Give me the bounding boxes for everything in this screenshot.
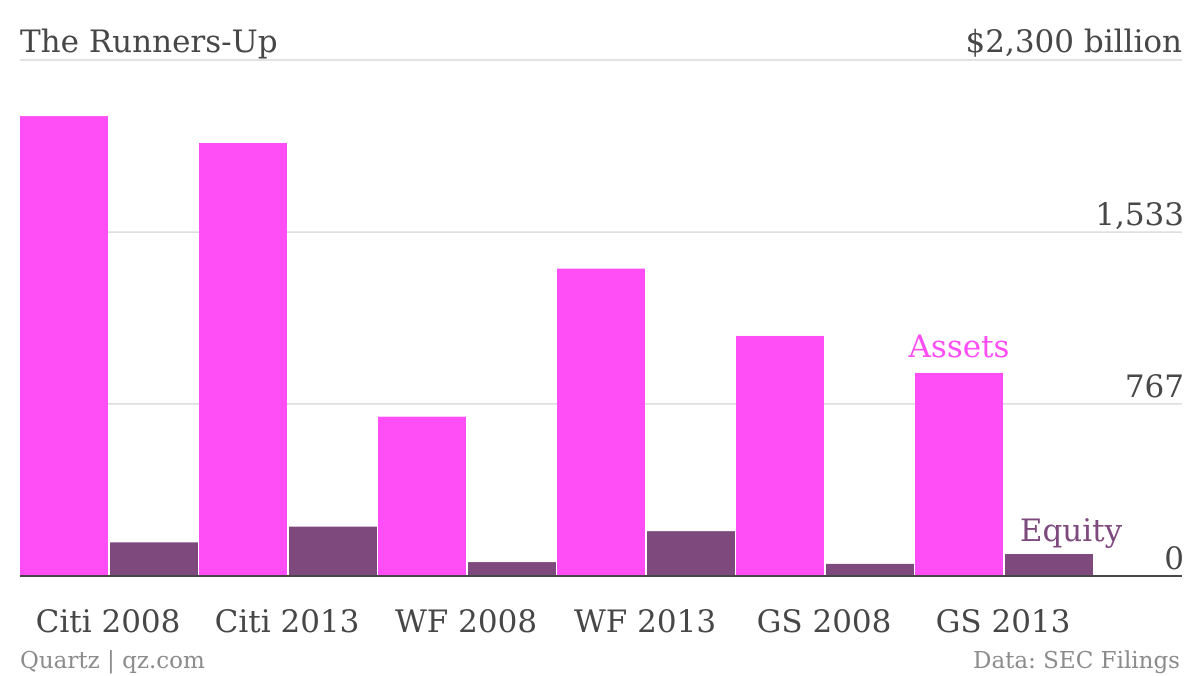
bar-equity xyxy=(110,542,198,576)
bar-equity xyxy=(289,526,377,576)
series-label-assets: Assets xyxy=(908,329,1010,365)
source-text: Data: SEC Filings xyxy=(973,648,1180,674)
bar-assets xyxy=(557,268,645,576)
unit-label: $2,300 billion xyxy=(966,24,1182,60)
bar-assets xyxy=(915,372,1003,576)
category-labels: Citi 2008 Citi 2013 WF 2008 WF 2013 GS 2008 G… xyxy=(36,604,1071,640)
y-tick-label: 1,533 xyxy=(1095,197,1184,233)
bar-assets xyxy=(199,143,287,576)
y-tick-label: 0 xyxy=(1164,541,1184,577)
bar-equity xyxy=(647,531,735,576)
credit-text: Quartz | qz.com xyxy=(20,648,205,674)
category-label: GS 2013 xyxy=(936,604,1071,640)
category-label: GS 2008 xyxy=(757,604,892,640)
bar-equity xyxy=(826,563,914,576)
bar-assets xyxy=(378,416,466,576)
bar-equity xyxy=(468,562,556,576)
category-label: Citi 2013 xyxy=(215,604,360,640)
category-label: WF 2013 xyxy=(574,604,716,640)
series-label-equity: Equity xyxy=(1020,513,1123,549)
y-tick-labels: 0 767 1,533 xyxy=(1095,197,1184,577)
bar-assets xyxy=(20,116,108,576)
chart-title: The Runners-Up xyxy=(20,24,278,60)
category-label: WF 2008 xyxy=(395,604,537,640)
bar-assets xyxy=(736,335,824,576)
bars xyxy=(20,116,1093,576)
bar-equity xyxy=(1005,554,1093,576)
y-tick-label: 767 xyxy=(1125,369,1184,405)
category-label: Citi 2008 xyxy=(36,604,181,640)
